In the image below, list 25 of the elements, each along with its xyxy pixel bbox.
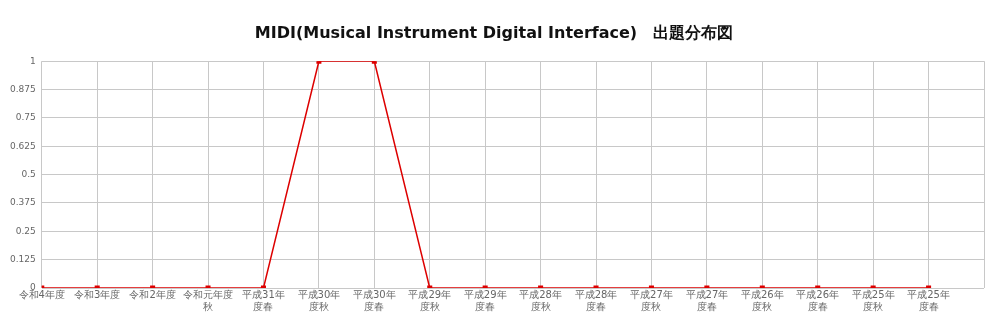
y-tick-label: 0.5: [21, 168, 36, 179]
chart-title: MIDI(Musical Instrument Digital Interface) 出題分布図: [254, 22, 734, 42]
x-tick-label: 平成25年度秋: [851, 288, 895, 312]
x-tick-label: 平成29年度春: [463, 288, 507, 312]
y-tick-label: 0.125: [10, 253, 36, 264]
y-tick-label: 1: [30, 55, 36, 66]
x-tick-label: 令和3年度: [74, 288, 121, 300]
x-tick-label: 平成30年度秋: [297, 288, 341, 312]
x-tick-label: 平成25年度春: [907, 288, 950, 312]
y-tick-label: 0.375: [10, 197, 36, 208]
x-tick-label: 平成29年度秋: [408, 288, 452, 312]
y-tick-label: 0.25: [15, 225, 36, 236]
x-tick-label: 平成28年度春: [574, 288, 618, 312]
y-tick-label: 0.75: [15, 112, 36, 123]
x-tick-label: 平成31年度春: [242, 288, 285, 312]
x-tick-label: 平成30年度春: [352, 288, 396, 312]
x-tick-label: 平成28年度秋: [519, 288, 562, 312]
x-tick-label: 平成26年度春: [796, 288, 840, 312]
y-tick-label: 0.875: [10, 83, 36, 94]
x-tick-label: 平成27年度秋: [630, 288, 673, 312]
y-tick-label: 0.625: [10, 140, 36, 151]
x-tick-label: 令和2年度: [129, 288, 176, 300]
x-tick-label: 平成27年度春: [685, 288, 729, 312]
x-tick-label: 平成26年度秋: [740, 288, 784, 312]
x-tick-label: 令和元年度秋: [183, 288, 234, 312]
